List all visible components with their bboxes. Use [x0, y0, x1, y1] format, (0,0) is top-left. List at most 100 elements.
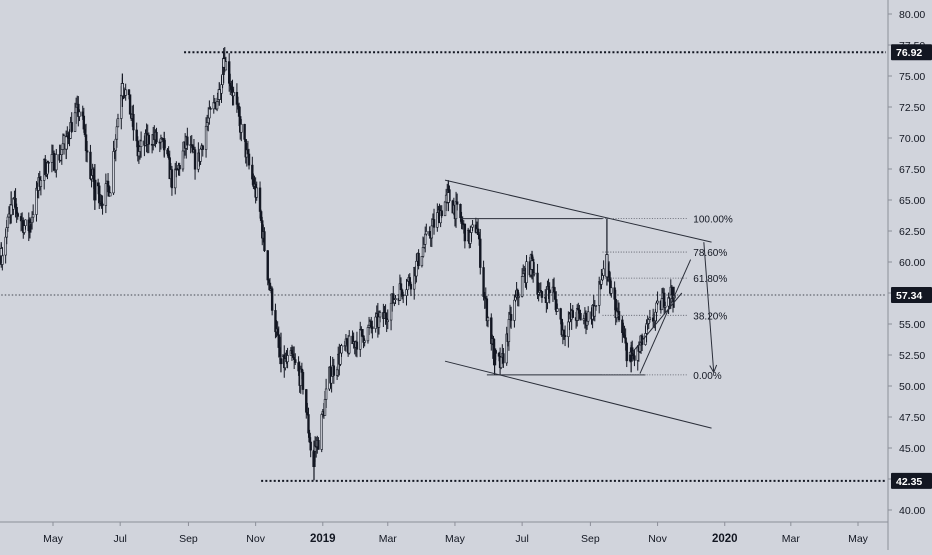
price-tick-label: 67.50 [899, 164, 925, 176]
fib-level[interactable]: 78.60% [602, 248, 728, 259]
candle [533, 262, 536, 277]
fib-level-label: 38.20% [693, 311, 727, 322]
time-axis[interactable]: May Jul Sep Nov 2019 Mar May Jul Sep Nov 2020 Mar Ma… [0, 521, 888, 545]
price-label-text: 42.35 [896, 476, 922, 488]
candle [602, 260, 605, 279]
fib-level[interactable]: 100.00% [602, 215, 733, 226]
price-tick-label: 70.00 [899, 133, 925, 145]
candle [170, 165, 174, 196]
candle [425, 223, 428, 236]
candle [104, 173, 108, 214]
candle [394, 294, 397, 305]
candles-layer [0, 47, 676, 481]
price-tick-label: 55.00 [899, 319, 925, 331]
candle [85, 140, 89, 163]
time-tick-label: May [445, 533, 466, 545]
candle [116, 113, 120, 128]
candle [486, 316, 490, 328]
candle [47, 160, 50, 173]
candle-key [0, 242, 3, 264]
candle [586, 306, 590, 325]
candle [324, 378, 328, 408]
candle-key [162, 131, 166, 157]
candle [309, 437, 312, 458]
fib-level-label: 0.00% [693, 371, 721, 382]
candle [409, 281, 413, 297]
candle [656, 291, 659, 305]
candle [101, 195, 104, 215]
candle-key [217, 82, 221, 106]
candle [348, 330, 351, 355]
trend-line[interactable] [631, 292, 683, 353]
candle [320, 413, 323, 453]
time-tick-label: Jul [515, 533, 528, 545]
candle-key [93, 164, 97, 210]
time-tick-label: 2020 [712, 533, 738, 545]
price-tick-label: 45.00 [899, 443, 925, 455]
candle [109, 191, 112, 197]
candle-key [605, 218, 609, 286]
price-label-badge[interactable]: 76.92 [891, 44, 932, 61]
price-axis[interactable]: 40.0042.5045.0047.5050.0052.5055.0057.50… [887, 0, 932, 550]
candle [232, 86, 235, 106]
fib-level[interactable]: 61.80% [602, 274, 728, 285]
candle-key [222, 52, 226, 75]
candle [78, 109, 81, 122]
candle [548, 282, 551, 304]
projection-arrow[interactable] [703, 242, 718, 373]
price-tick-label: 62.50 [899, 226, 925, 238]
candle [417, 249, 420, 270]
candle [139, 131, 143, 158]
fib-level[interactable]: 0.00% [602, 371, 722, 382]
candle [147, 132, 151, 154]
candle [625, 341, 628, 368]
candle [363, 338, 366, 347]
price-label-badge[interactable]: 57.34 [891, 286, 932, 303]
price-tick-label: 40.00 [899, 505, 925, 517]
candle [263, 227, 266, 253]
candle [479, 229, 482, 275]
candle-key [9, 191, 13, 224]
candle [55, 149, 58, 178]
time-tick-label: Sep [179, 533, 198, 545]
fib-level-label: 78.60% [693, 248, 727, 259]
trend-line[interactable] [639, 259, 692, 374]
time-tick-label: Mar [379, 533, 398, 545]
candle [563, 325, 567, 347]
candle [132, 104, 135, 141]
candle [240, 119, 243, 142]
trend-line[interactable] [444, 179, 712, 243]
candle [301, 369, 305, 395]
candle [16, 211, 19, 220]
candle [39, 175, 43, 196]
candle [471, 219, 474, 231]
candle [270, 286, 274, 316]
fib-level[interactable]: 38.20% [602, 311, 728, 322]
price-tick-label: 80.00 [899, 9, 925, 21]
price-label-text: 57.34 [896, 290, 922, 302]
trend-line[interactable] [444, 360, 712, 429]
candle [332, 358, 336, 384]
candle [186, 127, 189, 150]
candle [633, 349, 636, 367]
candle [594, 305, 598, 311]
fib-level-label: 100.00% [693, 215, 733, 226]
candle [294, 353, 297, 366]
candle [371, 320, 374, 339]
candle [579, 309, 582, 321]
candle [525, 255, 528, 290]
candle [463, 223, 467, 249]
time-tick-label: May [848, 533, 869, 545]
price-label-badge[interactable]: 42.35 [891, 472, 932, 489]
candle [556, 303, 559, 312]
candle [247, 148, 251, 170]
candle [201, 144, 204, 157]
candle [355, 331, 359, 358]
price-tick-label: 65.00 [899, 195, 925, 207]
candle-key [64, 130, 68, 160]
candle-key [492, 338, 497, 375]
candle [340, 343, 343, 357]
candle [386, 309, 389, 330]
